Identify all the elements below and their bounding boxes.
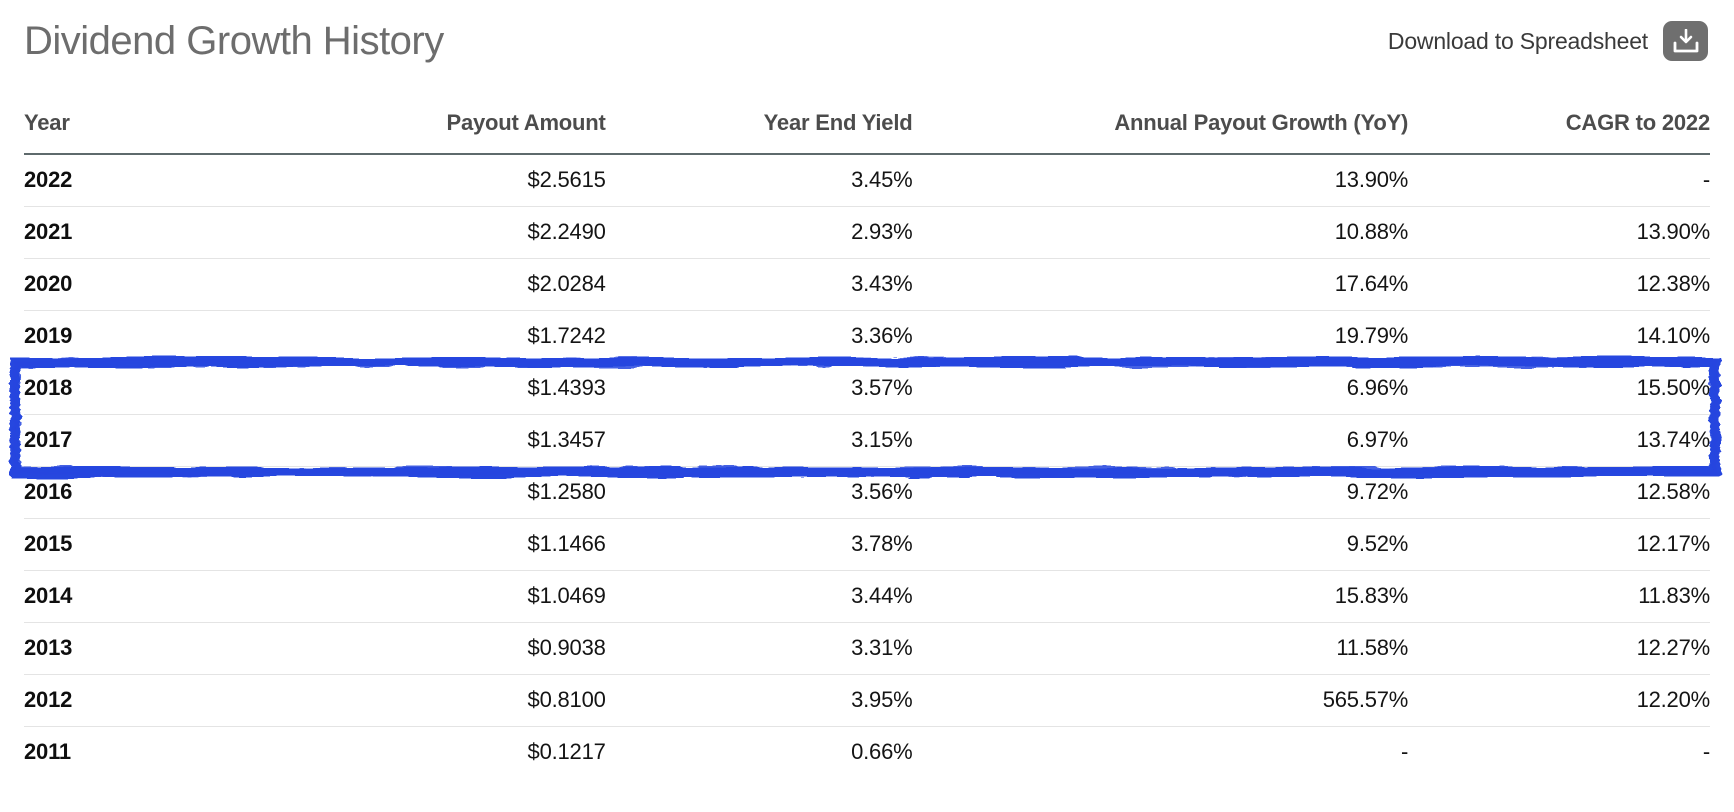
cell-yield: 3.78%: [605, 518, 913, 571]
cell-cagr: -: [1408, 154, 1710, 207]
cell-cagr: -: [1702, 739, 1710, 765]
cell-year: 2020: [24, 258, 362, 311]
cell-year: 2017: [24, 414, 362, 467]
cell-payout: $0.1217: [527, 739, 606, 765]
cell-growth: 17.64%: [912, 258, 1408, 311]
cell-year: 2021: [24, 206, 362, 259]
cell-year: 2022: [24, 154, 362, 207]
cell-cagr: 13.90%: [1408, 206, 1710, 259]
download-icon[interactable]: [1663, 21, 1708, 61]
cell-cagr: 12.27%: [1408, 622, 1710, 675]
table-row-2014: 2014 $1.0469 3.44% 15.83% 11.83%: [24, 570, 1710, 623]
cell-year: 2012: [24, 674, 362, 727]
cell-growth: 13.90%: [912, 154, 1408, 207]
cell-year: 2018: [24, 362, 362, 415]
cell-yield: 3.45%: [605, 154, 913, 207]
cell-growth: 9.52%: [912, 518, 1408, 571]
cell-cagr: 15.50%: [1408, 362, 1710, 415]
cell-growth: 9.72%: [912, 466, 1408, 519]
cell-cagr: 12.20%: [1408, 674, 1710, 727]
table-row-2017-highlighted: 2017 $1.3457 3.15% 6.97% 13.74%: [24, 414, 1710, 467]
column-header-annual-payout-growth: Annual Payout Growth (YoY): [912, 86, 1408, 155]
cell-yield: 3.31%: [605, 622, 913, 675]
cell-year: 2019: [24, 310, 362, 363]
cell-year: 2013: [24, 622, 362, 675]
table-row-2013: 2013 $0.9038 3.31% 11.58% 12.27%: [24, 622, 1710, 675]
cell-cagr: 12.58%: [1408, 466, 1710, 519]
table-row-2021: 2021 $2.2490 2.93% 10.88% 13.90%: [24, 206, 1710, 259]
download-to-spreadsheet-button[interactable]: Download to Spreadsheet: [1388, 21, 1708, 61]
cell-payout: $0.8100: [361, 674, 606, 727]
column-header-payout-amount: Payout Amount: [361, 86, 606, 155]
cell-growth: 565.57%: [912, 674, 1408, 727]
table-row-2015: 2015 $1.1466 3.78% 9.52% 12.17%: [24, 518, 1710, 571]
cell-cagr: 12.38%: [1408, 258, 1710, 311]
page-title: Dividend Growth History: [24, 19, 444, 63]
cell-payout: $1.0469: [361, 570, 606, 623]
cell-cagr: 13.74%: [1408, 414, 1710, 467]
cell-cagr: 14.10%: [1408, 310, 1710, 363]
table-row-2019: 2019 $1.7242 3.36% 19.79% 14.10%: [24, 310, 1710, 363]
cell-yield: 3.43%: [605, 258, 913, 311]
cell-payout: $1.4393: [361, 362, 606, 415]
table-row-2011: 2011 $0.1217 0.66% - -: [24, 726, 1710, 778]
cell-growth: -: [1401, 739, 1409, 765]
dividend-history-table-zone: Year Payout Amount Year End Yield Annual…: [10, 86, 1720, 778]
cell-growth: 6.97%: [912, 414, 1408, 467]
cell-year: 2016: [24, 466, 362, 519]
cell-payout: $1.3457: [361, 414, 606, 467]
cell-yield: 3.56%: [605, 466, 913, 519]
download-tray-glyph: [1673, 29, 1698, 53]
table-row-2018-highlighted: 2018 $1.4393 3.57% 6.96% 15.50%: [24, 362, 1710, 415]
cell-yield: 3.57%: [605, 362, 913, 415]
cell-growth: 15.83%: [912, 570, 1408, 623]
download-to-spreadsheet-label: Download to Spreadsheet: [1387, 27, 1648, 54]
cell-payout: $1.2580: [361, 466, 606, 519]
cell-growth: 19.79%: [912, 310, 1408, 363]
cell-payout: $2.5615: [361, 154, 606, 207]
cell-payout: $1.1466: [361, 518, 606, 571]
column-header-year: Year: [24, 86, 362, 155]
cell-year: 2015: [24, 518, 362, 571]
cell-year: 2011: [24, 739, 71, 765]
dividend-growth-history-table: Year Payout Amount Year End Yield Annual…: [24, 86, 1710, 778]
cell-cagr: 11.83%: [1408, 570, 1710, 623]
cell-growth: 11.58%: [912, 622, 1408, 675]
cell-yield: 3.95%: [605, 674, 913, 727]
table-header-row: Year Payout Amount Year End Yield Annual…: [24, 86, 1710, 155]
table-row-2020: 2020 $2.0284 3.43% 17.64% 12.38%: [24, 258, 1710, 311]
column-header-year-end-yield: Year End Yield: [605, 86, 913, 155]
cell-growth: 10.88%: [912, 206, 1408, 259]
cell-payout: $2.2490: [361, 206, 606, 259]
cell-payout: $2.0284: [361, 258, 606, 311]
cell-growth: 6.96%: [912, 362, 1408, 415]
table-row-2012: 2012 $0.8100 3.95% 565.57% 12.20%: [24, 674, 1710, 727]
cell-payout: $0.9038: [361, 622, 606, 675]
top-bar: Dividend Growth History Download to Spre…: [0, 0, 1734, 74]
cell-year: 2014: [24, 570, 362, 623]
table-row-2022: 2022 $2.5615 3.45% 13.90% -: [24, 154, 1710, 207]
cell-payout: $1.7242: [361, 310, 606, 363]
cell-yield: 0.66%: [851, 739, 913, 765]
cell-yield: 3.36%: [605, 310, 913, 363]
cell-yield: 2.93%: [605, 206, 913, 259]
column-header-cagr-to-2022: CAGR to 2022: [1408, 86, 1710, 155]
cell-yield: 3.15%: [605, 414, 913, 467]
cell-cagr: 12.17%: [1408, 518, 1710, 571]
cell-yield: 3.44%: [605, 570, 913, 623]
table-row-2016: 2016 $1.2580 3.56% 9.72% 12.58%: [24, 466, 1710, 519]
